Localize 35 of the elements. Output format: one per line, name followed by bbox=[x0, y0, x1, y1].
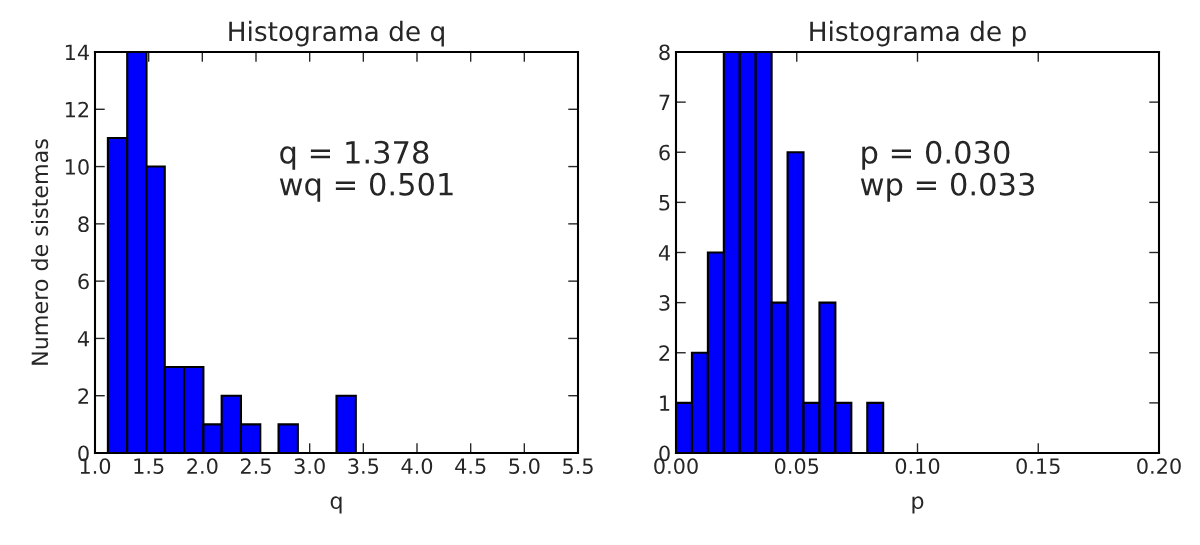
y-tick-label: 5 bbox=[659, 195, 670, 211]
x-tick-label: 5.5 bbox=[563, 458, 593, 474]
x-tick-label: 5.0 bbox=[509, 458, 540, 474]
y-tick-label: 8 bbox=[78, 216, 89, 233]
x-tick-label: 2.5 bbox=[240, 458, 271, 474]
y-tick-label: 6 bbox=[659, 144, 670, 161]
y-tick-label: 1 bbox=[660, 395, 670, 411]
x-axis-title: p bbox=[912, 496, 924, 514]
x-tick-label: 4.5 bbox=[455, 458, 486, 474]
y-axis-title: Numero de sistemas bbox=[31, 139, 49, 365]
y-tick-label: 2 bbox=[659, 345, 670, 361]
x-tick-label: 0.20 bbox=[1137, 458, 1181, 474]
annotation: p = 0.030 wp = 0.033 bbox=[860, 140, 1034, 202]
x-axis-title: q bbox=[330, 496, 342, 514]
x-tick-label: 0.05 bbox=[774, 458, 819, 474]
annotation: q = 1.378 wq = 0.501 bbox=[279, 140, 453, 202]
chart-title: Histograma de p bbox=[810, 20, 1026, 47]
y-tick-label: 14 bbox=[65, 44, 89, 60]
y-tick-label: 4 bbox=[77, 331, 89, 347]
y-tick-label: 8 bbox=[659, 44, 670, 61]
x-tick-label: 3.5 bbox=[348, 458, 379, 474]
x-tick-label: 1.5 bbox=[134, 458, 164, 474]
y-tick-label: 7 bbox=[659, 94, 670, 111]
x-tick-label: 0.10 bbox=[895, 458, 940, 474]
x-tick-label: 2.0 bbox=[187, 458, 218, 474]
y-tick-label: 12 bbox=[65, 101, 89, 118]
y-tick-label: 2 bbox=[78, 388, 89, 404]
x-tick-label: 3.0 bbox=[294, 458, 325, 474]
x-tick-label: 4.0 bbox=[401, 458, 433, 474]
x-tick-label: 0.15 bbox=[1016, 458, 1060, 474]
y-tick-label: 6 bbox=[78, 273, 89, 290]
chart-title: Histograma de q bbox=[229, 20, 444, 47]
y-tick-label: 3 bbox=[659, 295, 670, 311]
y-tick-label: 10 bbox=[65, 159, 89, 175]
y-tick-label: 4 bbox=[658, 245, 670, 261]
